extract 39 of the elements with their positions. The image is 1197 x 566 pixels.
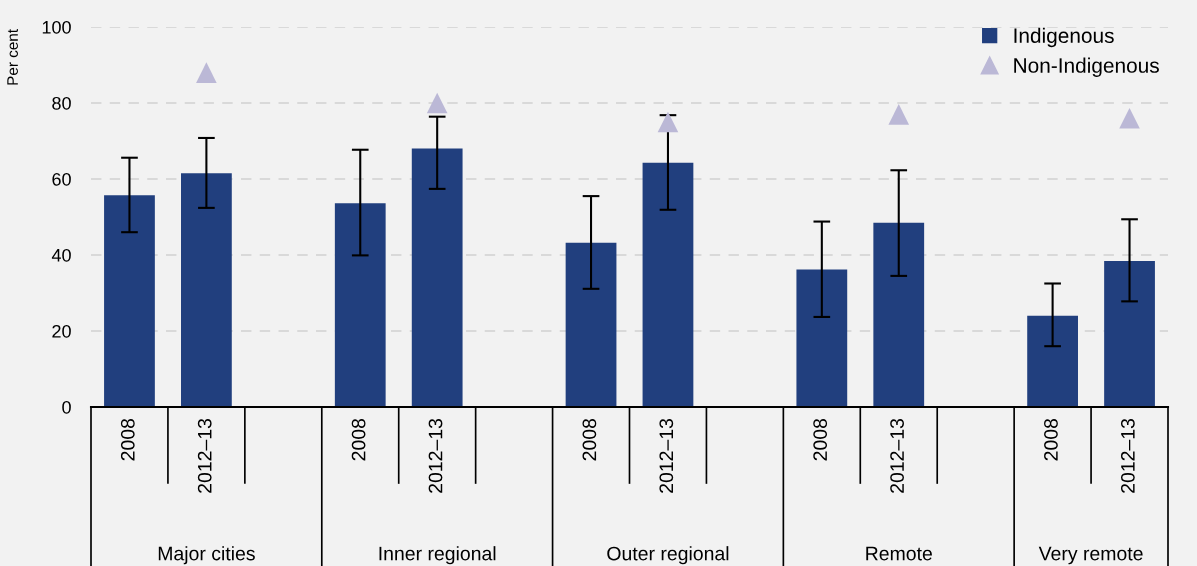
text: Very remote <box>1038 546 1143 565</box>
bar <box>1104 261 1155 407</box>
x-tick-label: 2008 <box>120 418 135 461</box>
x-tick-label: 2008 <box>1044 418 1058 461</box>
text: Inner regional <box>379 546 496 565</box>
bar <box>565 242 617 407</box>
legend-label: Indigenous <box>1014 27 1114 48</box>
bar <box>411 148 463 407</box>
x-tick-label: 2008 <box>582 418 597 461</box>
legend-label: Non-Indigenous <box>1014 57 1159 77</box>
text: Remote <box>866 546 932 561</box>
point <box>196 62 217 83</box>
point <box>657 111 679 133</box>
bar <box>181 173 232 407</box>
point <box>888 104 910 125</box>
bar <box>1027 315 1078 407</box>
x-tick-label: 2012–13 <box>890 418 904 493</box>
bar <box>642 162 694 407</box>
text: Major cities <box>158 546 255 565</box>
x-tick-label: 2008 <box>351 418 366 461</box>
y-tick-label: 20 <box>52 324 71 338</box>
text: Outer regional <box>607 546 729 565</box>
point <box>1119 107 1140 129</box>
y-tick-label: 100 <box>42 20 71 34</box>
bar <box>104 195 155 407</box>
bar <box>873 222 925 407</box>
bar <box>334 203 386 407</box>
y-tick-label: 0 <box>62 400 71 414</box>
x-tick-label: 2012–13 <box>428 418 443 493</box>
x-tick-label: 2008 <box>813 418 828 461</box>
point <box>426 92 448 114</box>
y-tick-label: 40 <box>51 248 71 262</box>
y-axis-title: Per cent <box>7 29 18 85</box>
x-tick-label: 2012–13 <box>1120 418 1135 493</box>
bar <box>796 269 848 407</box>
x-tick-label: 2012–13 <box>197 418 212 493</box>
y-tick-label: 80 <box>52 96 71 110</box>
y-tick-label: 60 <box>52 172 71 186</box>
x-tick-label: 2012–13 <box>659 418 674 493</box>
